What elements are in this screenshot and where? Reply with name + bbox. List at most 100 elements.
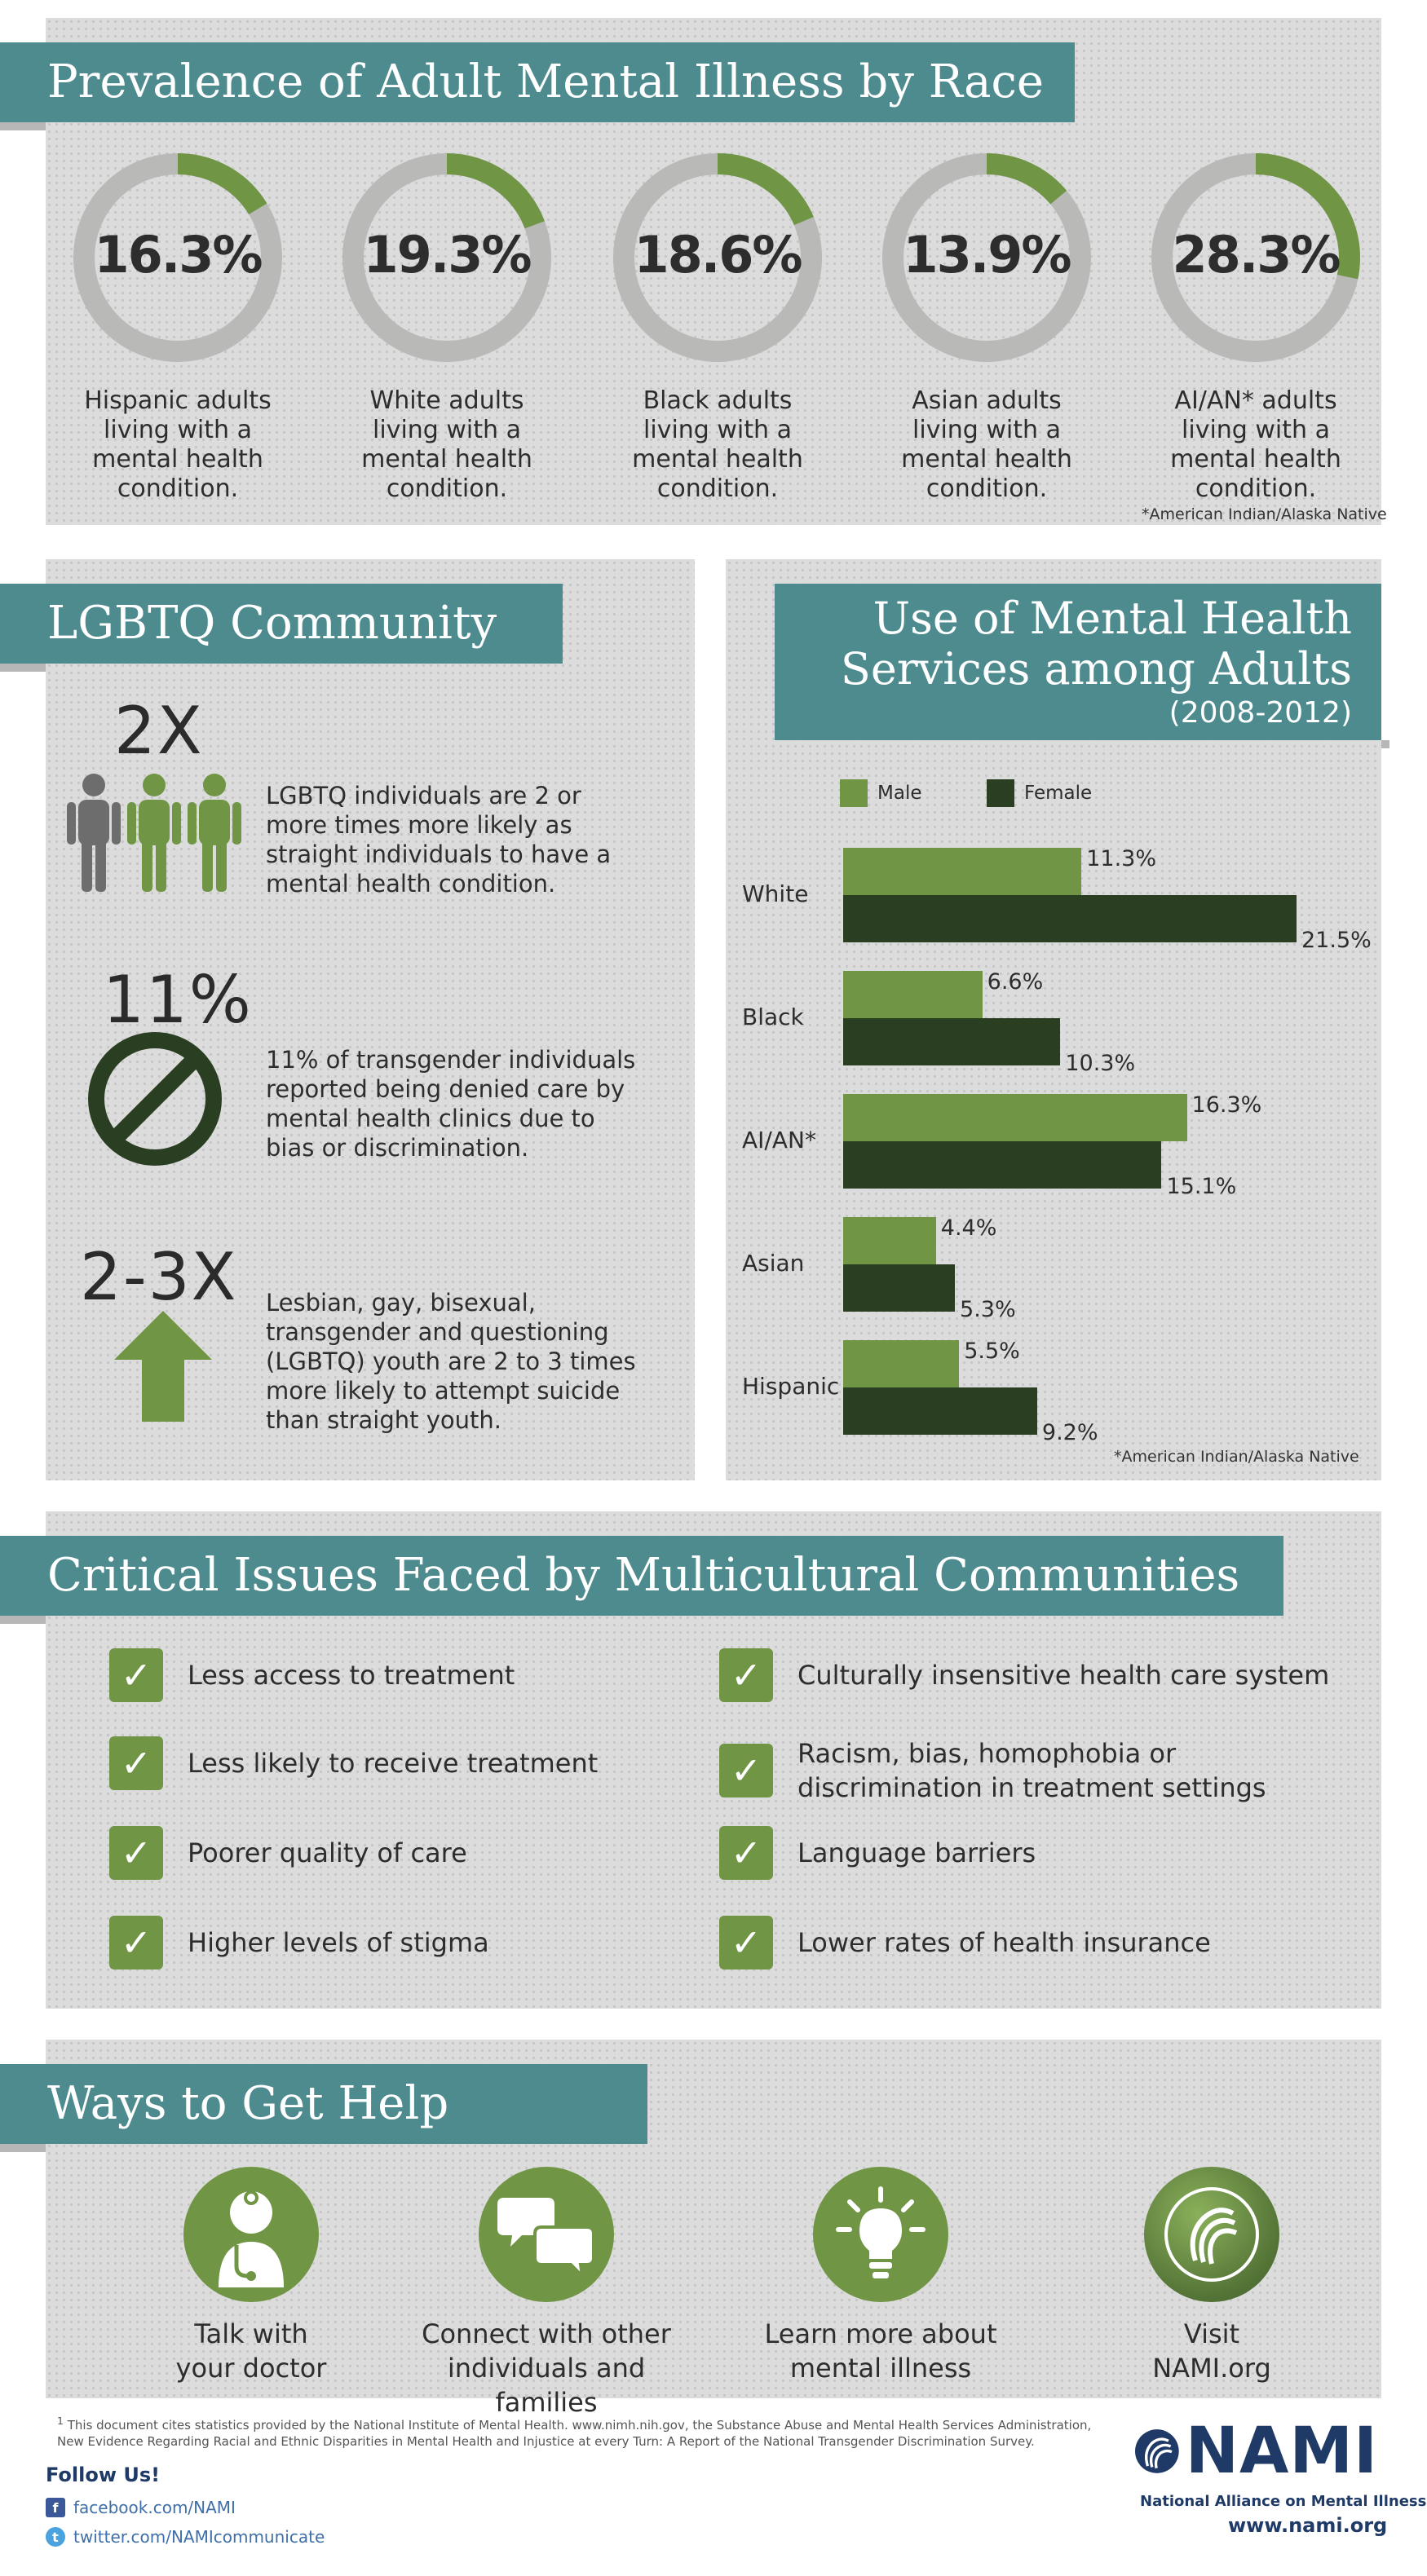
donut-chart bbox=[882, 153, 1091, 362]
bar-value-label: 10.3% bbox=[1065, 1051, 1136, 1076]
bar-value-label: 9.2% bbox=[1041, 1420, 1098, 1445]
facebook-link-text: facebook.com/NAMI bbox=[73, 2498, 236, 2517]
help-talk-doctor[interactable]: Talk with your doctor bbox=[121, 2167, 382, 2385]
source-note: 1 This document cites statistics provide… bbox=[57, 2413, 1093, 2450]
checkmark-icon: ✓ bbox=[719, 1744, 773, 1797]
help-connect-text: Connect with other individuals and famil… bbox=[422, 2318, 671, 2418]
legend-label: Female bbox=[1024, 783, 1093, 804]
legend-item-female: Female bbox=[987, 779, 1092, 807]
lgbtq-panel bbox=[46, 559, 695, 1480]
help-title-banner: Ways to Get Help bbox=[0, 2064, 656, 2152]
issue-text: Poorer quality of care bbox=[188, 1837, 467, 1868]
issue-text: Culturally insensitive health care syste… bbox=[797, 1660, 1330, 1691]
help-visit-nami-text: Visit NAMI.org bbox=[1152, 2318, 1271, 2384]
bar-value-label: 5.3% bbox=[960, 1297, 1016, 1322]
doctor-icon bbox=[183, 2167, 319, 2302]
issue-text: Racism, bias, homophobia or discriminati… bbox=[797, 1738, 1266, 1803]
services-title-banner: Use of Mental Health Services among Adul… bbox=[775, 584, 1389, 748]
issue-item-left: ✓ Higher levels of stigma bbox=[109, 1916, 489, 1969]
checkmark-icon: ✓ bbox=[719, 1916, 773, 1969]
bar-male bbox=[843, 848, 1082, 895]
category-label: Asian bbox=[742, 1250, 805, 1277]
donut-segment bbox=[342, 153, 551, 362]
donut-value: 13.9% bbox=[903, 225, 1071, 285]
donut-item: 19.3% White adults living with a mental h… bbox=[333, 143, 561, 504]
help-connect[interactable]: Connect with other individuals and famil… bbox=[416, 2167, 677, 2419]
issue-item-right: ✓ Culturally insensitive health care syst… bbox=[719, 1648, 1329, 1702]
prevalence-title: Prevalence of Adult Mental Illness by Ra… bbox=[47, 55, 1045, 108]
chat-bubbles-icon bbox=[479, 2167, 614, 2302]
nami-logo[interactable]: NAMI bbox=[1133, 2415, 1378, 2488]
checkmark-icon: ✓ bbox=[719, 1648, 773, 1702]
services-footnote: *American Indian/Alaska Native bbox=[1114, 1448, 1359, 1466]
checkmark-icon: ✓ bbox=[719, 1826, 773, 1880]
help-learn[interactable]: Learn more about mental illness bbox=[750, 2167, 1011, 2385]
services-subtitle: (2008-2012) bbox=[1169, 696, 1352, 730]
category-label: AI/AN* bbox=[742, 1127, 816, 1153]
help-visit-nami[interactable]: Visit NAMI.org bbox=[1081, 2167, 1342, 2385]
stat-2x-value: 2X bbox=[114, 693, 204, 769]
help-learn-text: Learn more about mental illness bbox=[764, 2318, 997, 2384]
issue-item-left: ✓ Less likely to receive treatment bbox=[109, 1736, 598, 1790]
bar-male bbox=[843, 971, 983, 1018]
nami-logo-icon bbox=[1144, 2167, 1279, 2302]
issues-title: Critical Issues Faced by Multicultural C… bbox=[47, 1549, 1240, 1602]
lgbtq-title-banner: LGBTQ Community bbox=[0, 584, 571, 672]
stat-2-3x-value: 2-3X bbox=[80, 1239, 238, 1315]
checkmark-icon: ✓ bbox=[109, 1736, 163, 1790]
bar-female bbox=[843, 1018, 1061, 1065]
donut-segment bbox=[1151, 153, 1360, 362]
donut-caption: Hispanic adults living with a mental hea… bbox=[84, 386, 272, 503]
donut-segment bbox=[73, 153, 282, 362]
issue-text: Language barriers bbox=[797, 1837, 1036, 1868]
services-title-line1: Use of Mental Health bbox=[873, 593, 1352, 644]
issue-item-right: ✓ Language barriers bbox=[719, 1826, 1036, 1880]
bar-male bbox=[843, 1217, 936, 1264]
issue-item-left: ✓ Less access to treatment bbox=[109, 1648, 515, 1702]
source-note-sup: 1 bbox=[57, 2415, 64, 2427]
legend-swatch bbox=[987, 779, 1014, 807]
donut-segment bbox=[613, 153, 822, 362]
donut-value: 16.3% bbox=[94, 225, 263, 285]
services-bar-chart: Male Female White 11.3% 21.5% Black 6.6% 10.3% A… bbox=[726, 758, 1381, 1451]
source-note-text: This document cites statistics provided … bbox=[57, 2418, 1092, 2449]
donut-caption: White adults living with a mental health… bbox=[361, 386, 532, 503]
issue-item-left: ✓ Poorer quality of care bbox=[109, 1826, 467, 1880]
nami-full-name: National Alliance on Mental Illness bbox=[1140, 2493, 1427, 2510]
donut-caption: Black adults living with a mental health… bbox=[632, 386, 803, 503]
checkmark-icon: ✓ bbox=[109, 1916, 163, 1969]
donut-item: 28.3% AI/AN* adults living with a mental … bbox=[1142, 143, 1370, 504]
up-arrow-icon bbox=[114, 1311, 212, 1422]
donut-chart bbox=[73, 153, 282, 362]
bar-value-label: 15.1% bbox=[1166, 1174, 1237, 1199]
prevalence-footnote: *American Indian/Alaska Native bbox=[1142, 505, 1387, 523]
issue-text: Higher levels of stigma bbox=[188, 1927, 489, 1958]
stat-2x-text: LGBTQ individuals are 2 or more times mo… bbox=[266, 782, 612, 898]
donut-caption: AI/AN* adults living with a mental healt… bbox=[1170, 386, 1341, 503]
bar-value-label: 11.3% bbox=[1086, 846, 1156, 871]
donut-caption: Asian adults living with a mental health… bbox=[901, 386, 1072, 503]
lightbulb-icon bbox=[813, 2167, 948, 2302]
legend-swatch bbox=[840, 779, 868, 807]
facebook-icon: f bbox=[46, 2498, 65, 2517]
twitter-link-text: twitter.com/NAMIcommunicate bbox=[73, 2527, 325, 2547]
nami-wordmark: NAMI bbox=[1185, 2415, 1378, 2488]
twitter-link[interactable]: t twitter.com/NAMIcommunicate bbox=[46, 2527, 325, 2547]
bar-value-label: 6.6% bbox=[987, 969, 1044, 995]
bar-value-label: 16.3% bbox=[1191, 1092, 1262, 1118]
people-icon bbox=[67, 774, 241, 892]
bar-female bbox=[843, 1387, 1037, 1435]
help-talk-doctor-text: Talk with your doctor bbox=[175, 2318, 327, 2384]
donut-value: 28.3% bbox=[1172, 225, 1341, 285]
facebook-link[interactable]: f facebook.com/NAMI bbox=[46, 2498, 236, 2517]
stat-2-3x-text: Lesbian, gay, bisexual, transgender and … bbox=[266, 1289, 636, 1434]
donut-chart bbox=[1151, 153, 1360, 362]
issue-item-right: ✓ Racism, bias, homophobia or discriminat… bbox=[719, 1736, 1266, 1805]
lgbtq-title: LGBTQ Community bbox=[47, 597, 497, 650]
bar-male bbox=[843, 1340, 960, 1387]
bar-value-label: 5.5% bbox=[964, 1339, 1020, 1364]
legend-item-male: Male bbox=[840, 779, 921, 807]
prevalence-title-banner: Prevalence of Adult Mental Illness by Ra… bbox=[0, 42, 1083, 130]
nami-url: www.nami.org bbox=[1228, 2514, 1388, 2537]
services-title-line2: Services among Adults bbox=[840, 643, 1352, 695]
